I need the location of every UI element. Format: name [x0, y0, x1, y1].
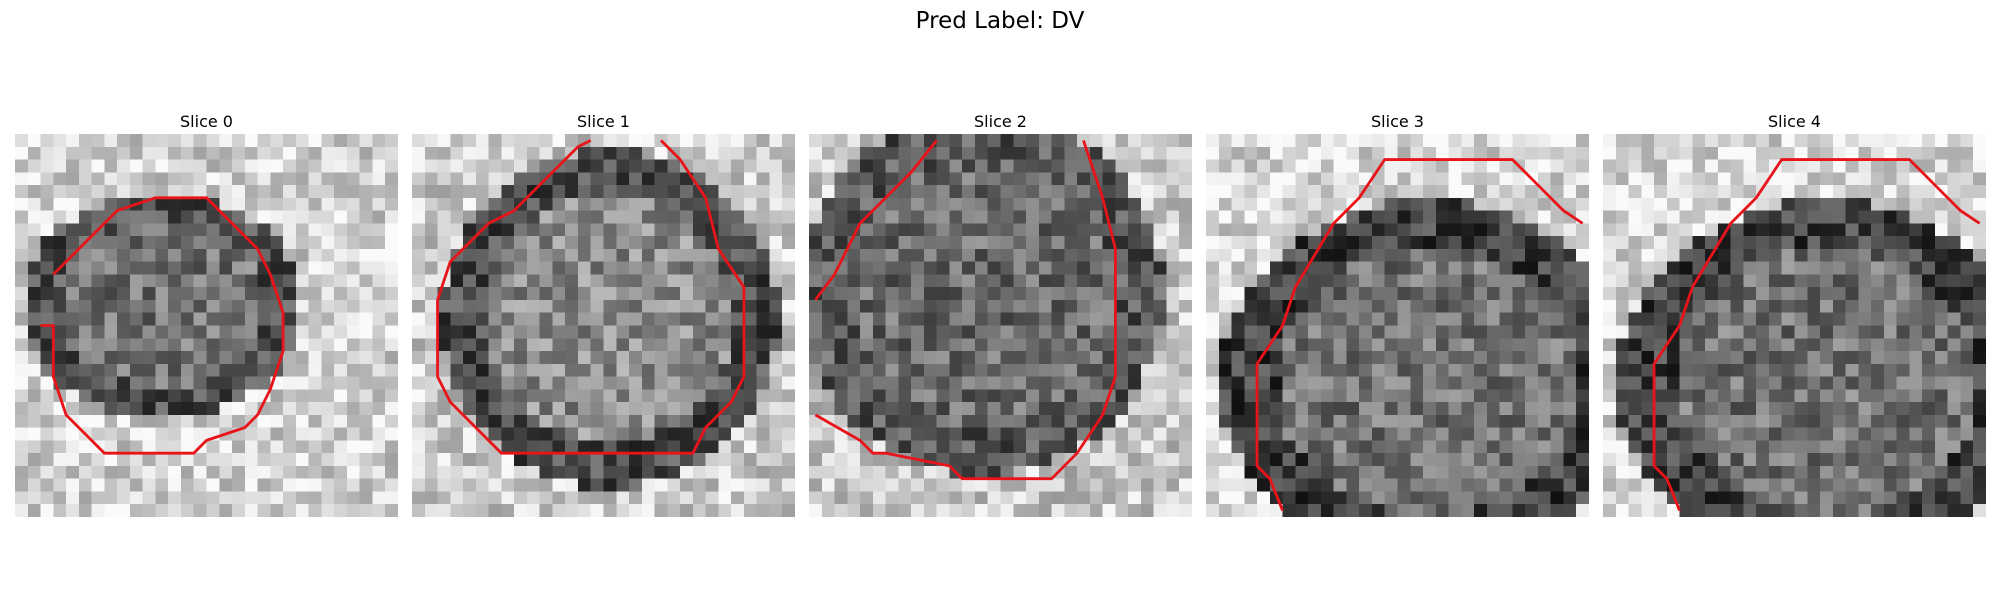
slice-panel-4: Slice 4: [1603, 110, 1986, 517]
slice-panel-2: Slice 2: [809, 110, 1192, 517]
slice-image-1: [412, 134, 795, 517]
slice-image-3: [1206, 134, 1589, 517]
prediction-contour-3: [1255, 158, 1584, 512]
figure-title: Pred Label: DV: [915, 8, 1085, 34]
slice-title-3: Slice 3: [1371, 112, 1424, 131]
slice-panel-1: Slice 1: [412, 110, 795, 517]
prediction-contour-4: [1652, 158, 1981, 512]
slice-title-4: Slice 4: [1768, 112, 1821, 131]
slice-image-4: [1603, 134, 1986, 517]
slice-title-2: Slice 2: [974, 112, 1027, 131]
prediction-contour-1: [436, 139, 746, 455]
prediction-contour-0: [40, 196, 285, 455]
slice-image-0: [15, 134, 398, 517]
slice-title-0: Slice 0: [180, 112, 233, 131]
slice-title-1: Slice 1: [577, 112, 630, 131]
slice-image-2: [809, 134, 1192, 517]
slice-panel-0: Slice 0: [15, 110, 398, 517]
slice-panel-3: Slice 3: [1206, 110, 1589, 517]
prediction-contour-2: [814, 139, 1117, 481]
